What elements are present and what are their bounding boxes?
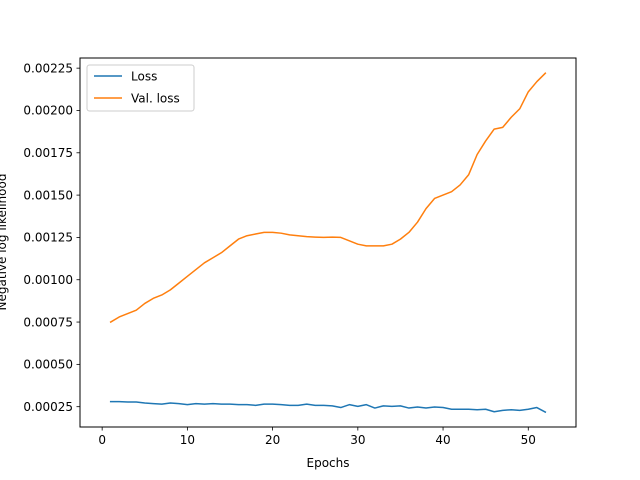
series-line-1 xyxy=(109,72,547,324)
y-tick-label: 0.00100 xyxy=(23,273,73,287)
y-tick-label: 0.00175 xyxy=(23,146,73,160)
y-tick-label: 0.00225 xyxy=(23,61,73,75)
x-tick-label: 10 xyxy=(180,433,195,447)
x-tick-label: 20 xyxy=(265,433,280,447)
legend-label: Loss xyxy=(131,70,157,84)
legend: Loss Val. loss xyxy=(86,64,195,112)
plot-frame xyxy=(79,57,577,428)
x-tick-label: 0 xyxy=(98,433,106,447)
plot-lines xyxy=(109,72,547,414)
x-tick-label: 30 xyxy=(350,433,365,447)
y-tick-label: 0.00050 xyxy=(23,358,73,372)
series-line-0 xyxy=(109,400,547,414)
y-tick-label: 0.00200 xyxy=(23,104,73,118)
y-tick-label: 0.00025 xyxy=(23,400,73,414)
x-tick-label: 40 xyxy=(435,433,450,447)
y-tick-label: 0.00125 xyxy=(23,231,73,245)
legend-label: Val. loss xyxy=(131,92,180,106)
x-tick-label: 50 xyxy=(521,433,536,447)
x-axis-ticks: 0 10 20 30 40 50 xyxy=(98,427,536,447)
y-axis-label: Negative log likelihood xyxy=(0,174,9,311)
y-axis-ticks: 0.00025 0.00050 0.00075 0.00100 0.00125 0.001… xyxy=(23,61,80,414)
x-axis-label: Epochs xyxy=(307,456,350,470)
y-tick-label: 0.00150 xyxy=(23,188,73,202)
y-tick-label: 0.00075 xyxy=(23,315,73,329)
